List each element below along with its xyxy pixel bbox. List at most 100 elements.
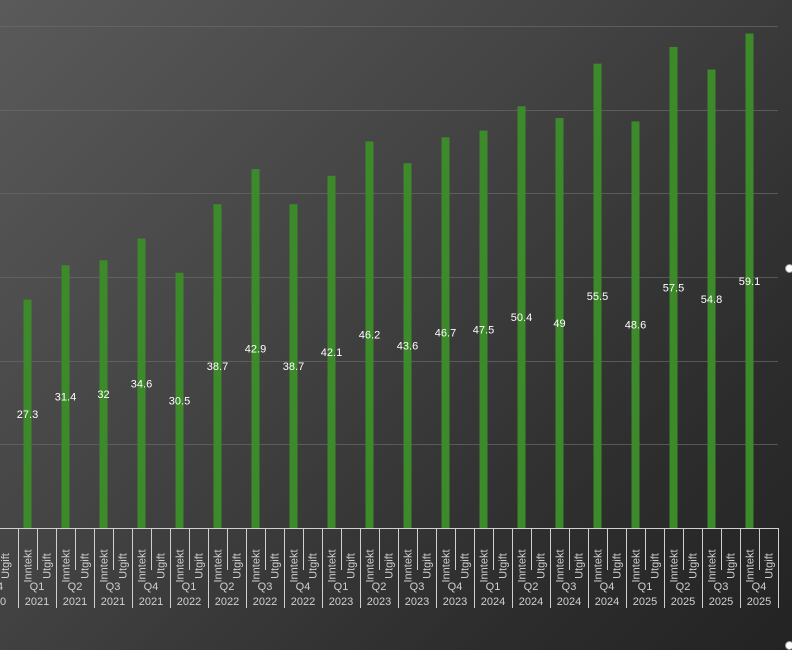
data-label: 48.6 [625, 320, 646, 332]
quarter-label: Q4 [296, 581, 311, 593]
quarter-label: Q2 [524, 581, 539, 593]
subcategory-label: Utgift [118, 553, 130, 579]
quarter-label: Q3 [714, 581, 729, 593]
year-label: 2025 [747, 596, 771, 608]
bar [137, 238, 146, 528]
bar [441, 137, 450, 528]
subcategory-label: Inntekt [593, 549, 605, 582]
subcategory-label: Utgift [42, 553, 54, 579]
quarter-label: Q4 [752, 581, 767, 593]
subcategory-label: Utgift [0, 553, 12, 579]
subcategory-label: Utgift [498, 553, 510, 579]
year-label: 2022 [215, 596, 239, 608]
data-label: 31.4 [55, 392, 76, 404]
subcategory-label: Inntekt [99, 549, 111, 582]
subcategory-label: Utgift [232, 553, 244, 579]
quarter-label: Q3 [258, 581, 273, 593]
subcategory-label: Inntekt [175, 549, 187, 582]
data-labels: 27.3 31.4 32 34.6 30.5 38.7 42.9 38.7 42.1 46.2 43… [17, 276, 760, 421]
bar [251, 169, 260, 528]
subcategory-label: Utgift [460, 553, 472, 579]
data-label: 30.5 [169, 395, 190, 407]
subcategory-label: Utgift [308, 553, 320, 579]
bar [213, 204, 222, 528]
resize-handle-right[interactable] [785, 264, 792, 273]
x-axis: Utgift 4 20 Inntekt Utgift Q1 2021 Inntekt Utgif… [0, 528, 779, 608]
subcategory-label: Utgift [688, 553, 700, 579]
year-label: 2023 [329, 596, 353, 608]
bar [669, 46, 678, 529]
bars [23, 33, 754, 529]
quarter-label: Q1 [486, 581, 501, 593]
subcategory-label: Utgift [726, 553, 738, 579]
subcategory-label: Inntekt [213, 549, 225, 582]
year-label: 2021 [25, 596, 49, 608]
year-label: 2021 [63, 596, 87, 608]
subcategory-label: Inntekt [327, 549, 339, 582]
data-label: 34.6 [131, 378, 152, 390]
data-label: 57.5 [663, 282, 684, 294]
year-label: 2025 [709, 596, 733, 608]
subcategory-label: Inntekt [517, 549, 529, 582]
bar [365, 141, 374, 528]
subcategory-label: Inntekt [441, 549, 453, 582]
year-label: 2024 [481, 596, 505, 608]
data-label: 46.2 [359, 330, 380, 342]
year-label: 2024 [595, 596, 619, 608]
subcategory-label: Utgift [384, 553, 396, 579]
bar [517, 106, 526, 528]
subcategory-label: Inntekt [403, 549, 415, 582]
data-label: 50.4 [511, 312, 532, 324]
quarter-label: 4 [0, 581, 3, 593]
year-label: 2022 [253, 596, 277, 608]
year-label: 2025 [633, 596, 657, 608]
data-label: 38.7 [207, 361, 228, 373]
year-label: 2021 [139, 596, 163, 608]
subcategory-label: Inntekt [555, 549, 567, 582]
subcategory-label: Utgift [194, 553, 206, 579]
data-label: 43.6 [397, 341, 418, 353]
subcategory-label: Utgift [270, 553, 282, 579]
quarter-label: Q1 [334, 581, 349, 593]
data-label: 42.9 [245, 344, 266, 356]
quarter-label: Q2 [220, 581, 235, 593]
year-label: 2025 [671, 596, 695, 608]
data-label: 49 [553, 318, 565, 330]
quarter-label: Q3 [106, 581, 121, 593]
bar [403, 163, 412, 529]
subcategory-label: Utgift [346, 553, 358, 579]
subcategory-label: Utgift [574, 553, 586, 579]
quarter-label: Q2 [68, 581, 83, 593]
bar [23, 299, 32, 528]
resize-handle-bottom-right[interactable] [785, 641, 792, 650]
subcategory-label: Inntekt [23, 549, 35, 582]
subcategory-label: Utgift [80, 553, 92, 579]
year-label: 2024 [519, 596, 543, 608]
bar [707, 69, 716, 529]
bar [555, 118, 564, 529]
subcategory-label: Inntekt [289, 549, 301, 582]
bar [175, 272, 184, 528]
year-label: 2022 [291, 596, 315, 608]
year-label: 2023 [405, 596, 429, 608]
quarter-label: Q3 [410, 581, 425, 593]
subcategory-label: Inntekt [61, 549, 73, 582]
data-label: 27.3 [17, 409, 38, 421]
bar [745, 33, 754, 528]
year-label: 2023 [367, 596, 391, 608]
subcategory-label: Utgift [422, 553, 434, 579]
bar [479, 130, 488, 529]
quarter-label: Q2 [372, 581, 387, 593]
data-label: 42.1 [321, 347, 342, 359]
subcategory-label: Inntekt [251, 549, 263, 582]
data-label: 59.1 [739, 276, 760, 288]
bar [593, 63, 602, 529]
quarter-label: Q4 [144, 581, 159, 593]
data-label: 32 [97, 389, 109, 401]
subcategory-label: Inntekt [707, 549, 719, 582]
bar [289, 204, 298, 528]
subcategory-label: Inntekt [669, 549, 681, 582]
year-label: 20 [0, 596, 6, 608]
year-label: 2023 [443, 596, 467, 608]
